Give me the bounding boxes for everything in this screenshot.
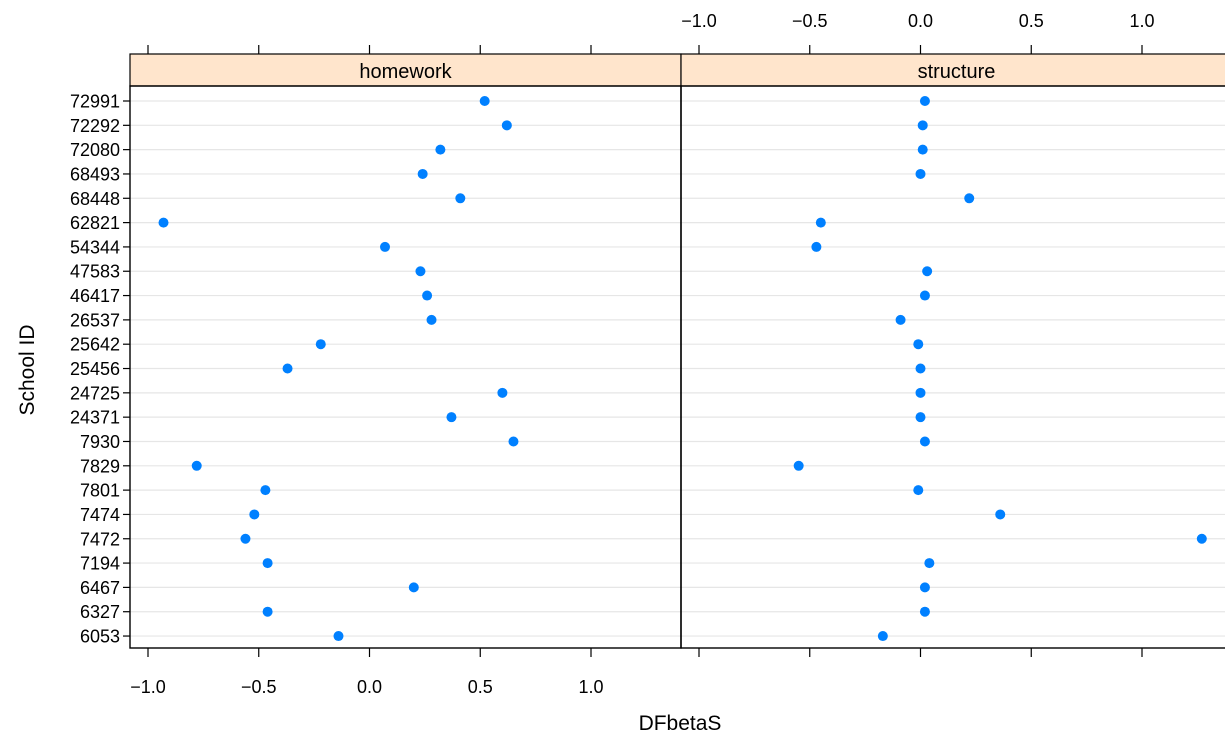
data-point-homework-24725: [497, 387, 508, 398]
x-tick-label-top: 1.0: [1129, 11, 1154, 31]
data-point-homework-72080: [435, 144, 446, 155]
data-point-structure-24371: [915, 412, 926, 423]
x-tick-label-top: −1.0: [681, 11, 717, 31]
data-point-homework-46417: [422, 290, 433, 301]
data-point-homework-24371: [446, 412, 457, 423]
y-tick-label: 7930: [80, 432, 120, 452]
data-point-structure-68493: [915, 168, 926, 179]
data-point-structure-54344: [811, 241, 822, 252]
data-point-homework-6053: [333, 631, 344, 642]
data-point-structure-6467: [919, 582, 930, 593]
data-point-homework-47583: [415, 266, 426, 277]
x-tick-label-top: 0.0: [908, 11, 933, 31]
data-point-homework-7194: [262, 558, 273, 569]
axes-layer: −1.0 −0.5 0.0 0.5 1.0 −1.0 −0.5 0.0 0.5 1.0 72991 7…: [70, 11, 1155, 697]
y-tick-label: 6327: [80, 602, 120, 622]
x-tick-label-bottom: 0.5: [468, 677, 493, 697]
data-point-structure-25642: [913, 339, 924, 350]
data-point-structure-26537: [895, 314, 906, 325]
data-point-structure-25456: [915, 363, 926, 374]
panels-layer: homework structure: [129, 53, 1225, 87]
data-point-structure-24725: [915, 387, 926, 398]
data-point-structure-7930: [919, 436, 930, 447]
y-tick-label: 6053: [80, 627, 120, 647]
data-point-homework-72991: [479, 96, 490, 106]
data-point-structure-7801: [913, 485, 924, 496]
data-point-homework-6467: [408, 582, 419, 593]
y-tick-label: 7194: [80, 554, 120, 574]
y-tick-label: 47583: [70, 262, 120, 282]
data-point-structure-7829: [793, 460, 804, 471]
y-tick-label: 24371: [70, 408, 120, 428]
y-tick-label: 68493: [70, 164, 120, 184]
y-tick-label: 24725: [70, 383, 120, 403]
data-point-structure-72080: [917, 144, 928, 155]
y-tick-label: 54344: [70, 237, 120, 257]
data-point-homework-26537: [426, 314, 437, 325]
grid-layer: [130, 100, 1225, 637]
data-point-structure-46417: [919, 290, 930, 301]
x-tick-label-top: −0.5: [792, 11, 828, 31]
points-layer: [158, 96, 1207, 642]
data-point-structure-47583: [922, 266, 933, 277]
y-tick-label: 7474: [80, 505, 120, 525]
data-point-structure-7472: [1196, 533, 1207, 544]
y-tick-label: 7829: [80, 456, 120, 476]
x-tick-label-bottom: 1.0: [578, 677, 603, 697]
y-tick-label: 72292: [70, 116, 120, 136]
data-point-homework-62821: [158, 217, 169, 228]
data-point-homework-7801: [260, 485, 271, 496]
data-point-homework-54344: [380, 241, 391, 252]
x-tick-label-top: 0.5: [1019, 11, 1044, 31]
x-tick-label-bottom: −1.0: [130, 677, 166, 697]
data-point-homework-7930: [508, 436, 519, 447]
y-tick-label: 7472: [80, 529, 120, 549]
strip-label-homework: homework: [359, 61, 452, 83]
y-tick-label: 72991: [70, 92, 120, 112]
y-axis-title: School ID: [16, 324, 39, 415]
data-point-structure-6327: [919, 606, 930, 617]
y-tick-label: 62821: [70, 213, 120, 233]
data-point-homework-68448: [455, 193, 466, 204]
y-tick-label: 26537: [70, 310, 120, 330]
data-point-homework-7474: [249, 509, 260, 520]
frame-layer: [129, 85, 1225, 649]
y-tick-label: 68448: [70, 189, 120, 209]
y-tick-label: 6467: [80, 578, 120, 598]
y-tick-label: 7801: [80, 481, 120, 501]
data-point-structure-72991: [919, 96, 930, 106]
data-point-structure-6053: [877, 631, 888, 642]
panel-frame-homework: [129, 85, 682, 649]
y-tick-label: 46417: [70, 286, 120, 306]
data-point-structure-7474: [995, 509, 1006, 520]
data-point-homework-25642: [315, 339, 326, 350]
x-tick-label-bottom: 0.0: [357, 677, 382, 697]
y-tick-label: 25456: [70, 359, 120, 379]
data-point-structure-72292: [917, 120, 928, 131]
y-tick-label: 72080: [70, 140, 120, 160]
data-point-homework-7829: [191, 460, 202, 471]
data-point-homework-68493: [417, 168, 428, 179]
strip-label-structure: structure: [918, 61, 996, 83]
data-point-homework-25456: [282, 363, 293, 374]
x-tick-label-bottom: −0.5: [241, 677, 277, 697]
panel-frame-structure: [680, 85, 1225, 649]
strip-structure: [680, 53, 1225, 87]
x-axis-title: DFbetaS: [639, 712, 722, 735]
data-point-homework-6327: [262, 606, 273, 617]
data-point-homework-7472: [240, 533, 251, 544]
data-point-homework-72292: [501, 120, 512, 131]
data-point-structure-62821: [815, 217, 826, 228]
data-point-structure-7194: [924, 558, 935, 569]
data-point-structure-68448: [964, 193, 975, 204]
y-tick-label: 25642: [70, 335, 120, 355]
